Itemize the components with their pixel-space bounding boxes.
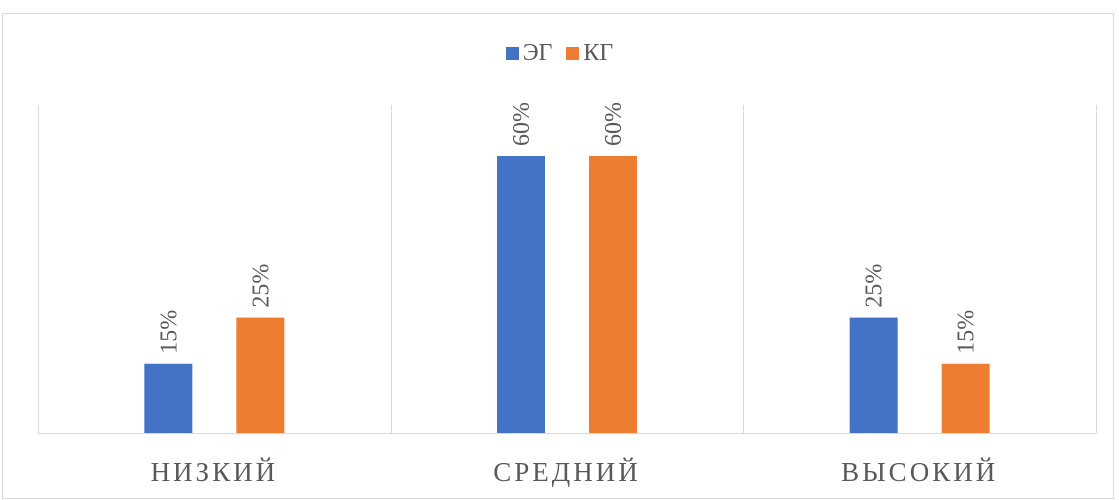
bar-eg — [497, 156, 545, 433]
data-label: 15% — [954, 310, 980, 354]
bar-eg — [144, 364, 192, 433]
bar-eg — [850, 318, 898, 433]
data-label: 60% — [509, 102, 535, 146]
data-label: 15% — [156, 310, 182, 354]
bar-kg — [589, 156, 637, 433]
bar-kg — [236, 318, 284, 433]
data-label: 25% — [862, 264, 888, 308]
category-label: ВЫСОКИЙ — [841, 457, 998, 487]
category-label: НИЗКИЙ — [151, 457, 279, 487]
data-label: 25% — [248, 264, 274, 308]
data-label: 60% — [601, 102, 627, 146]
bar-kg — [942, 364, 990, 433]
category-label: СРЕДНИЙ — [493, 457, 640, 487]
